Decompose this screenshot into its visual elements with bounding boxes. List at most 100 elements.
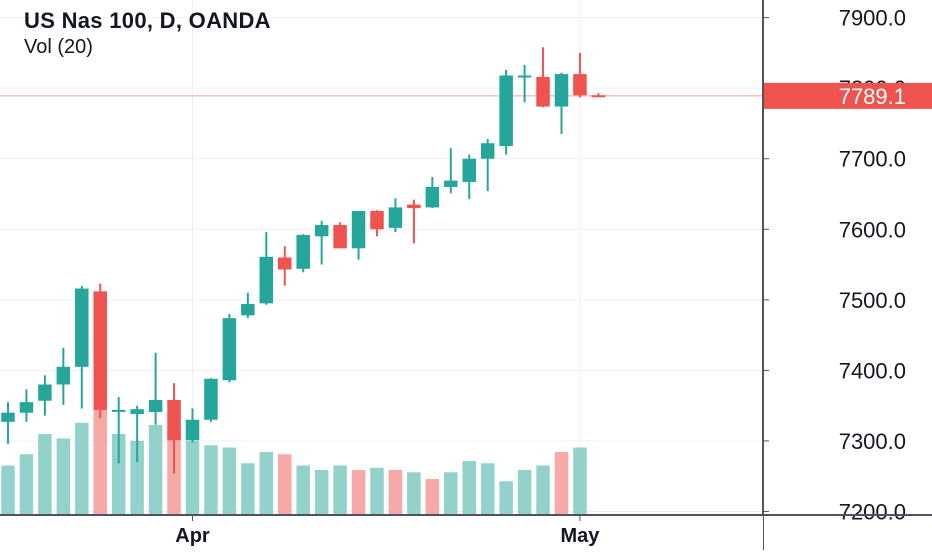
candle xyxy=(167,383,181,474)
volume-bar xyxy=(314,470,329,515)
candle xyxy=(554,72,569,135)
volume-bar xyxy=(351,470,366,515)
volume-bar xyxy=(554,452,569,515)
volume-bar xyxy=(1,465,15,515)
volume-bar xyxy=(536,465,550,515)
volume-bar xyxy=(111,434,126,515)
volume-bar xyxy=(573,447,587,515)
candle-body xyxy=(148,400,163,412)
candle-body xyxy=(278,257,292,270)
candle xyxy=(130,405,144,463)
volume-bar xyxy=(462,461,476,515)
candle-body xyxy=(1,412,15,422)
candle-body xyxy=(167,400,181,441)
candle-body xyxy=(573,74,587,96)
volume-bar xyxy=(75,422,89,515)
candle xyxy=(351,210,366,260)
candle xyxy=(241,292,255,319)
candle-body xyxy=(388,207,403,228)
candle xyxy=(536,47,550,108)
volume-bar xyxy=(222,447,237,515)
candle xyxy=(425,177,440,209)
volume-indicator-label[interactable]: Vol (20) xyxy=(24,36,93,58)
price-tick-label: 7200.0 xyxy=(839,499,906,524)
candle xyxy=(75,285,89,409)
volume-bar xyxy=(259,452,274,515)
candle-body xyxy=(351,210,366,249)
candle-body xyxy=(204,378,218,420)
volume-bar xyxy=(241,463,255,515)
price-axis[interactable]: 7900.07800.07700.07600.07500.07400.07300… xyxy=(762,0,932,550)
volume-bar xyxy=(480,463,495,515)
candle-body xyxy=(591,95,606,98)
candle xyxy=(407,199,421,244)
volume-bar xyxy=(499,481,513,515)
candle-body xyxy=(517,75,532,78)
candle-body xyxy=(314,225,329,237)
candle xyxy=(388,198,403,233)
time-tick-label: Apr xyxy=(175,525,210,547)
volume-bar xyxy=(148,425,163,515)
candle-body xyxy=(130,409,144,415)
volume-bar xyxy=(370,467,384,515)
candle xyxy=(444,148,458,194)
candle xyxy=(222,313,237,383)
candle-body xyxy=(38,384,52,401)
candle-body xyxy=(333,225,347,249)
volume-bar xyxy=(185,440,200,515)
candle-body xyxy=(111,409,126,412)
volume-bar xyxy=(425,479,440,515)
volume-bar xyxy=(278,454,292,515)
candle xyxy=(259,232,274,305)
candle xyxy=(19,389,34,422)
candle-body xyxy=(499,75,513,147)
candle xyxy=(517,64,532,103)
candle xyxy=(462,154,476,199)
candle-body xyxy=(370,210,384,230)
candle-body xyxy=(259,256,274,304)
candle xyxy=(314,220,329,265)
candle xyxy=(93,283,107,419)
candle-body xyxy=(296,234,310,269)
candle-body xyxy=(19,402,34,413)
volume-bar xyxy=(517,470,532,515)
symbol-title[interactable]: US Nas 100, D, OANDA xyxy=(24,8,271,33)
volume-bar xyxy=(56,438,71,515)
candle-body xyxy=(407,204,421,209)
candle xyxy=(296,234,310,273)
chart-legend: US Nas 100, D, OANDA Vol (20) xyxy=(24,8,271,59)
time-axis[interactable]: Apr May xyxy=(0,514,932,550)
volume-bar xyxy=(296,465,310,515)
volume-bar xyxy=(333,465,347,515)
volume-bar xyxy=(130,440,144,515)
volume-bar xyxy=(38,434,52,515)
last-price-badge xyxy=(764,82,932,109)
candle-body xyxy=(222,318,237,381)
candle-body xyxy=(425,186,440,208)
candle-body xyxy=(241,304,255,316)
candle-body xyxy=(480,143,495,159)
volume-bar xyxy=(407,472,421,515)
price-tick-label: 7600.0 xyxy=(839,217,906,242)
candle xyxy=(480,138,495,192)
volume-bar xyxy=(93,400,107,515)
candle xyxy=(185,408,200,443)
candle xyxy=(204,378,218,422)
price-tick-label: 7700.0 xyxy=(839,147,906,172)
time-tick-label: May xyxy=(560,525,600,547)
candle xyxy=(333,222,347,249)
candle-body xyxy=(93,291,107,410)
volume-bar xyxy=(167,436,181,515)
candle-body xyxy=(444,180,458,187)
time-axis-background xyxy=(0,515,763,550)
volume-bar xyxy=(19,454,34,515)
candle xyxy=(370,210,384,237)
volume-bar xyxy=(204,445,218,515)
volume-bar xyxy=(388,470,403,515)
candles xyxy=(1,47,606,474)
candle xyxy=(499,69,513,155)
candle xyxy=(38,375,52,416)
candle xyxy=(573,52,587,98)
